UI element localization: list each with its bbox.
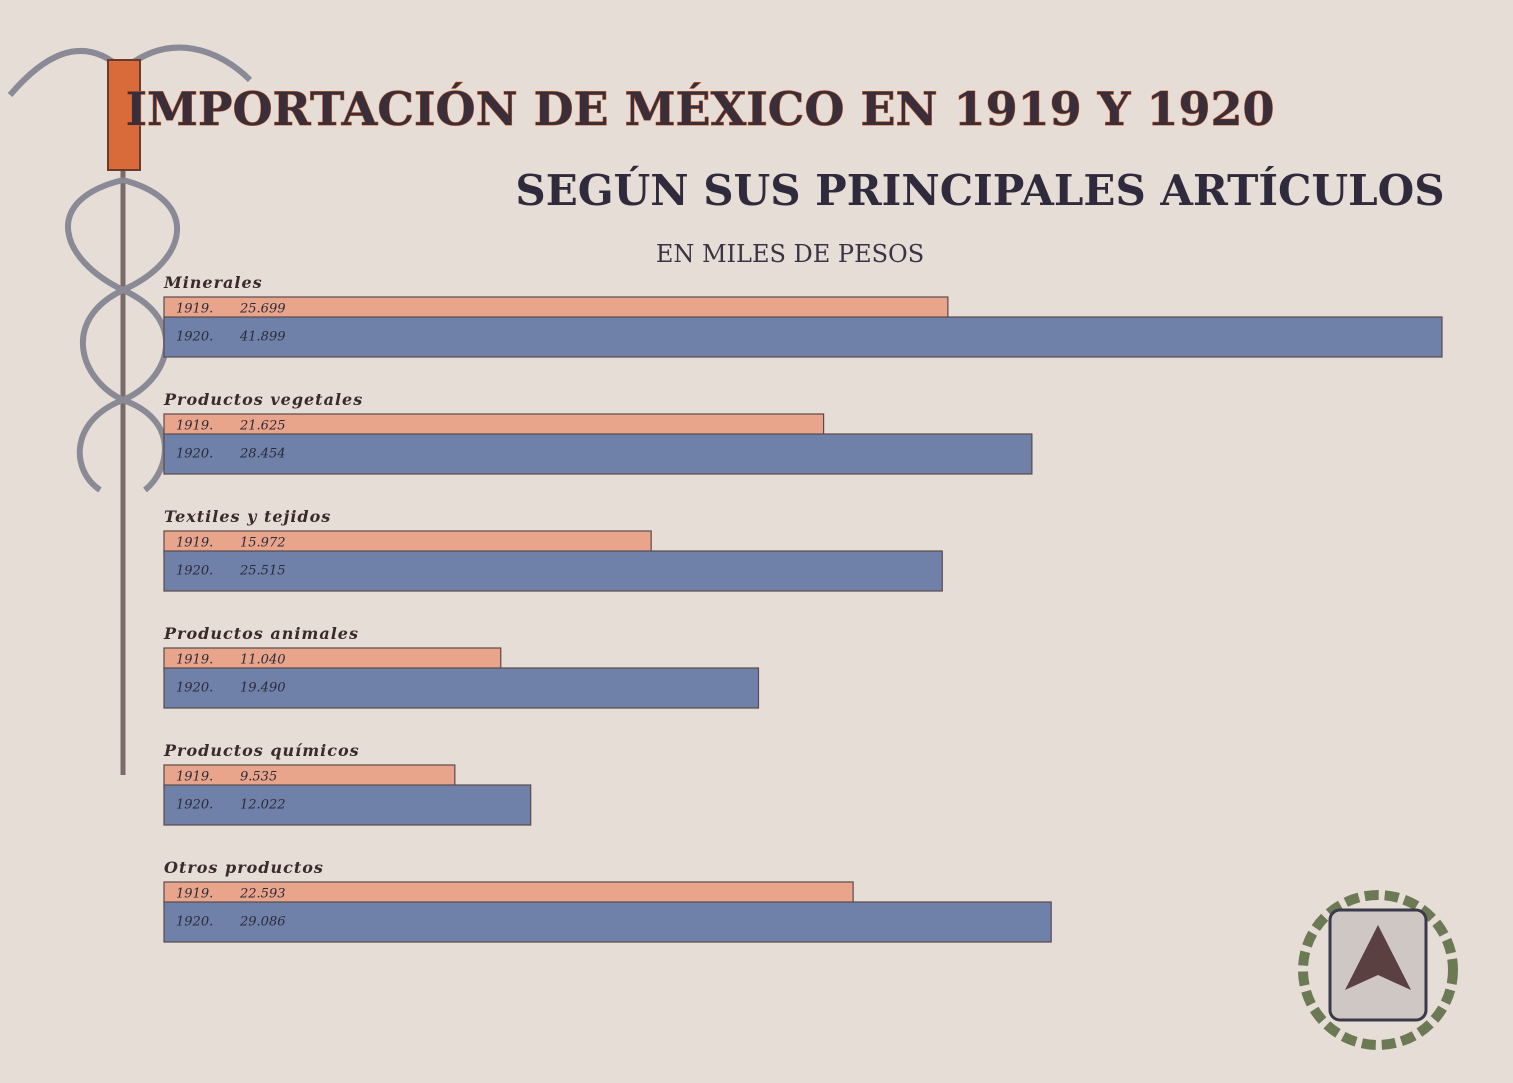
category-label: Otros productos xyxy=(164,858,324,877)
series-label: 1920. xyxy=(176,330,213,345)
series-label: 1919. xyxy=(176,887,213,902)
series-label: 1920. xyxy=(176,681,213,696)
series-label: 1919. xyxy=(176,653,213,668)
value-label: 25.699 xyxy=(239,302,286,317)
value-label: 21.625 xyxy=(239,419,286,434)
series-label: 1920. xyxy=(176,915,213,930)
series-label: 1919. xyxy=(176,770,213,785)
category-label: Productos químicos xyxy=(163,741,360,760)
chart-title: IMPORTACIÓN DE MÉXICO EN 1919 Y 1920 xyxy=(125,81,1274,136)
value-label: 28.454 xyxy=(239,447,286,462)
series-label: 1920. xyxy=(176,564,213,579)
value-label: 9.535 xyxy=(240,770,277,785)
unit-label: EN MILES DE PESOS xyxy=(656,240,924,268)
series-label: 1919. xyxy=(176,419,213,434)
value-label: 19.490 xyxy=(240,681,286,696)
value-label: 22.593 xyxy=(239,887,286,902)
series-label: 1919. xyxy=(176,302,213,317)
bar xyxy=(164,317,1442,357)
category-label: Productos vegetales xyxy=(163,390,363,409)
chart-subtitle: SEGÚN SUS PRINCIPALES ARTÍCULOS xyxy=(515,165,1444,215)
category-label: Productos animales xyxy=(163,624,359,643)
value-label: 11.040 xyxy=(240,653,286,668)
series-label: 1920. xyxy=(176,798,213,813)
category-label: Minerales xyxy=(163,273,263,292)
value-label: 25.515 xyxy=(239,564,286,579)
series-label: 1919. xyxy=(176,536,213,551)
category-label: Textiles y tejidos xyxy=(164,507,331,526)
bar xyxy=(164,785,531,825)
value-label: 12.022 xyxy=(240,798,286,813)
value-label: 29.086 xyxy=(239,915,286,930)
value-label: 15.972 xyxy=(240,536,286,551)
value-label: 41.899 xyxy=(239,330,286,345)
chart: IMPORTACIÓN DE MÉXICO EN 1919 Y 1920 SEG… xyxy=(0,0,1513,1083)
series-label: 1920. xyxy=(176,447,213,462)
bar xyxy=(164,902,1051,942)
bar xyxy=(164,434,1032,474)
